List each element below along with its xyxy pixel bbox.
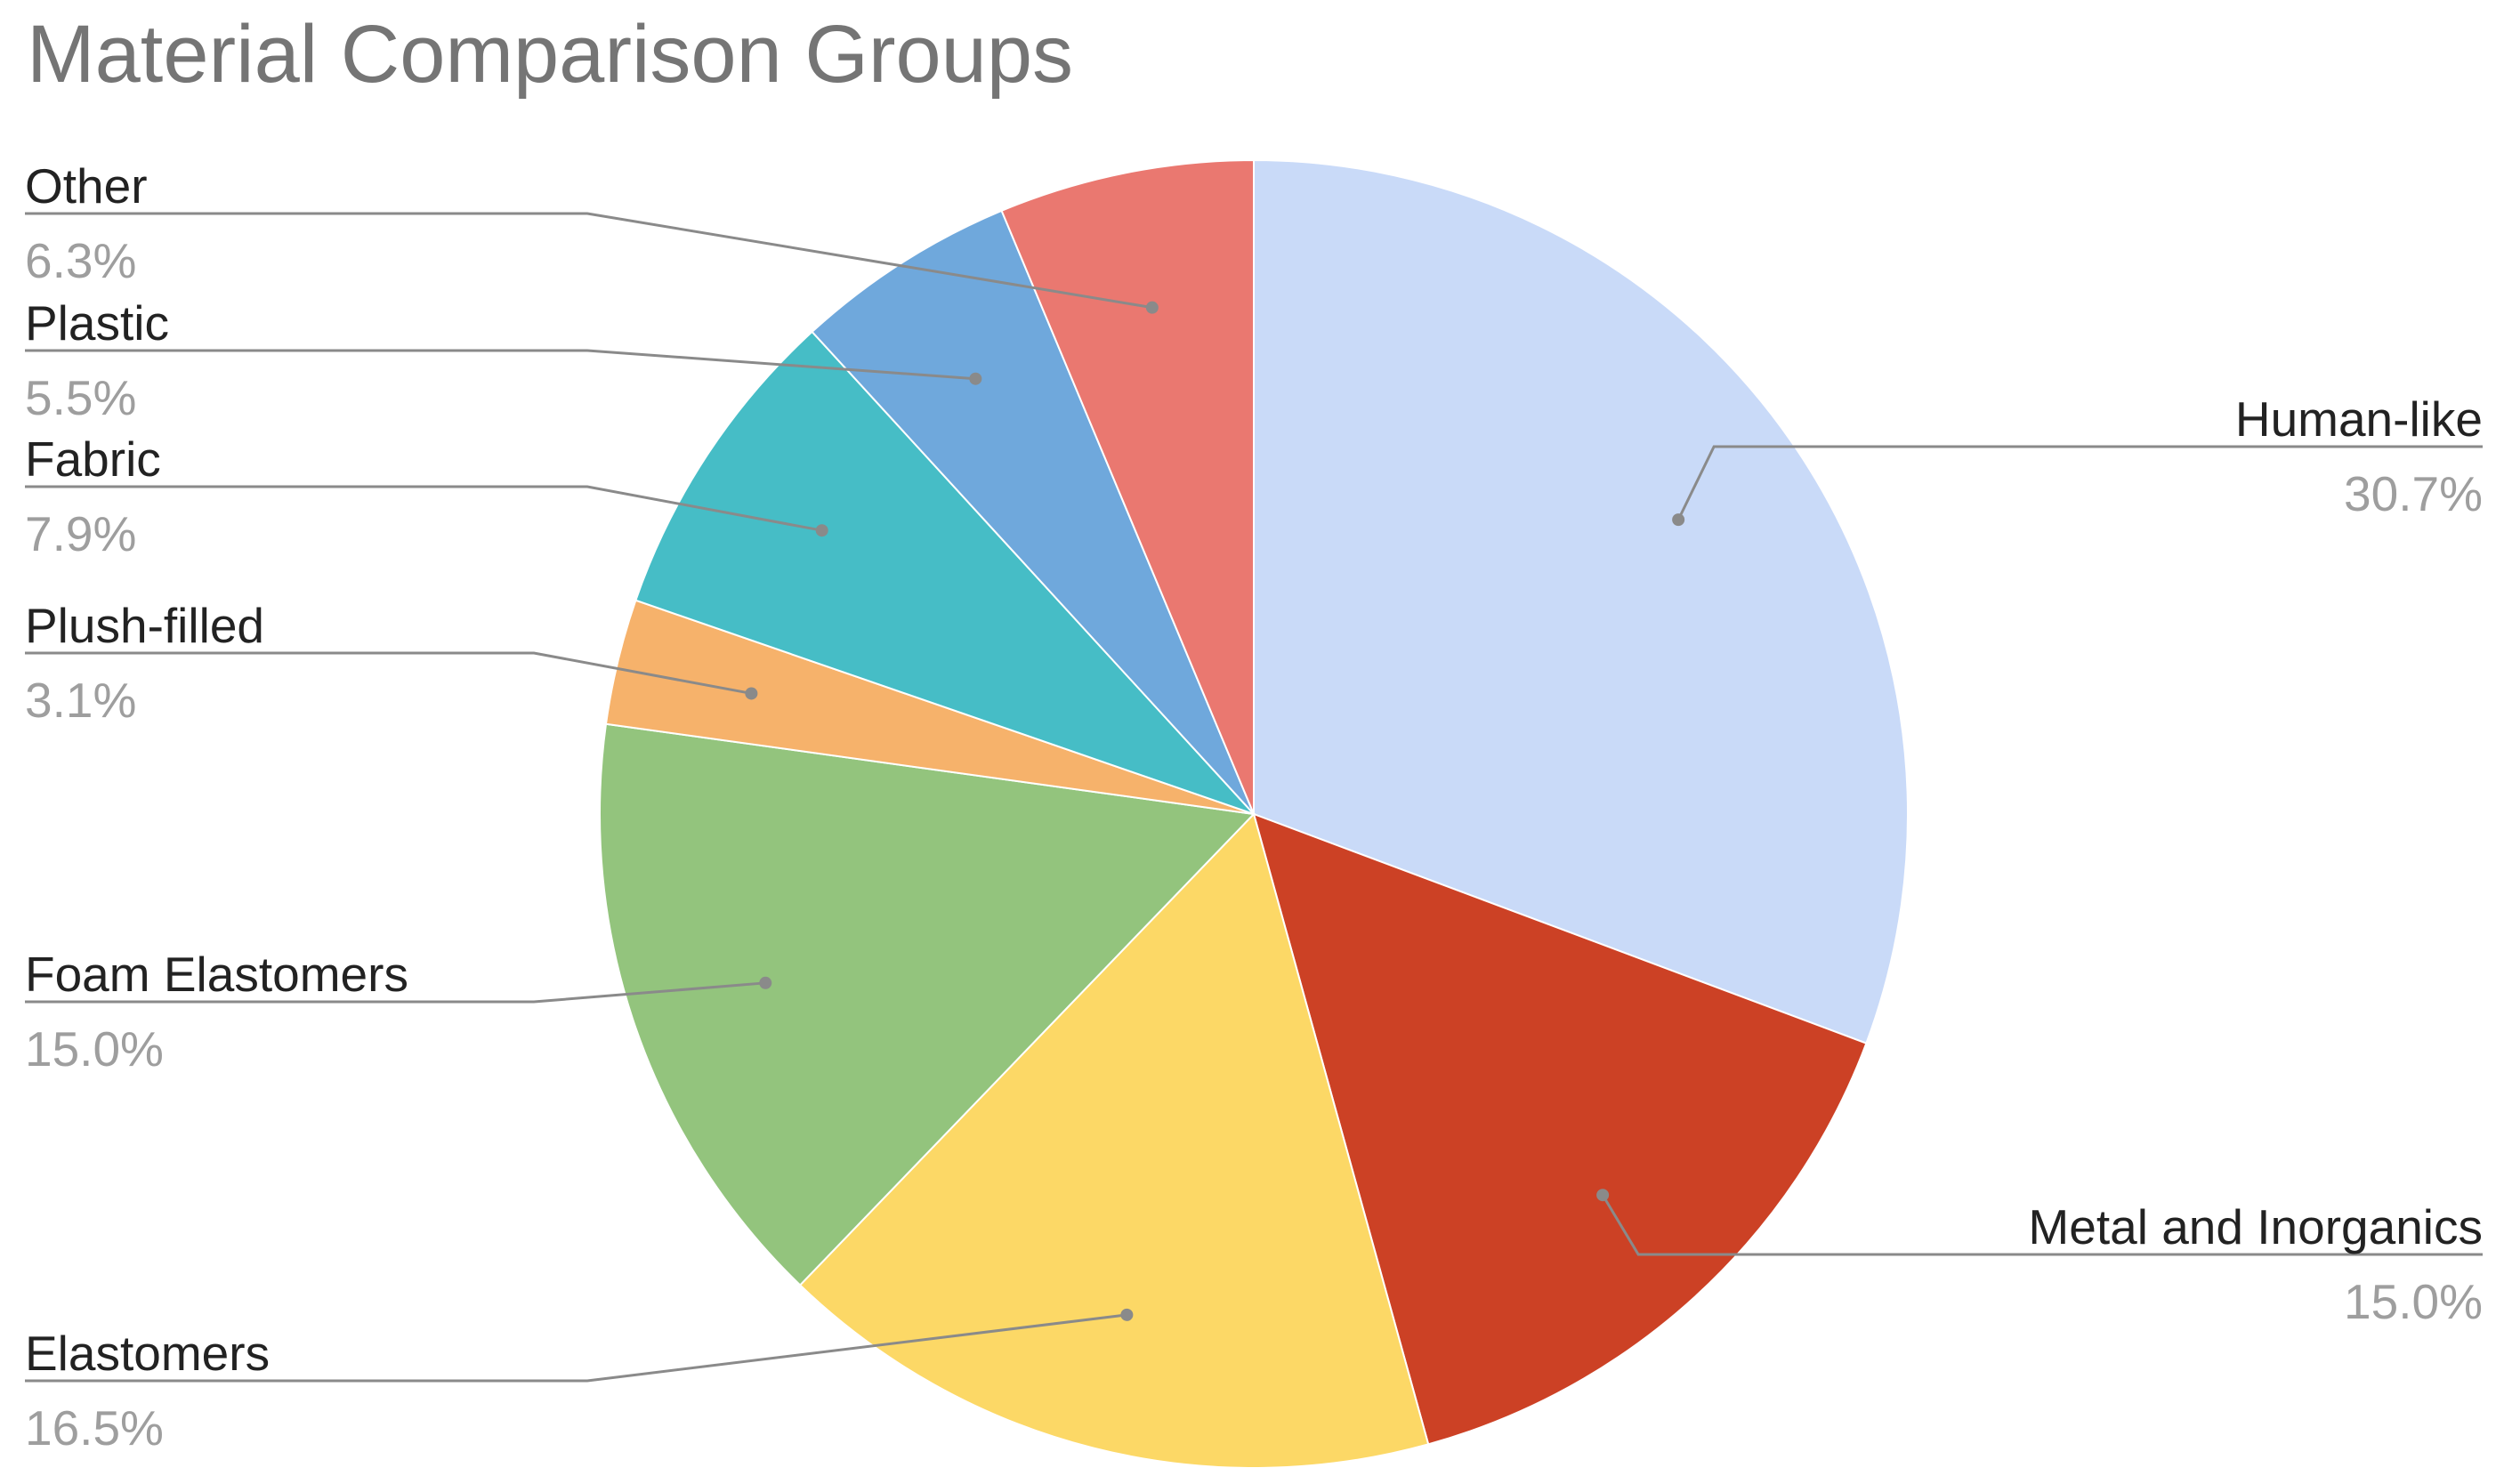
- leader-line-plush-filled: [25, 651, 752, 695]
- pie-slice-elastomers: [798, 812, 1430, 1469]
- leader-lines: [25, 212, 2483, 1383]
- slice-label-human-like: Human-like: [2235, 391, 2483, 447]
- leader-line-other: [25, 212, 1153, 310]
- leader-line-elastomers: [25, 1313, 1127, 1383]
- slice-label-fabric: Fabric: [25, 431, 161, 487]
- slice-percent-metal-and-inorganics: 15.0%: [2344, 1274, 2483, 1329]
- leader-dot-foam-elastomers: [759, 976, 772, 989]
- slice-percent-plastic: 5.5%: [25, 370, 136, 425]
- pie-slice-fabric: [634, 330, 1255, 815]
- slice-percent-fabric: 7.9%: [25, 506, 136, 561]
- leader-line-foam-elastomers: [25, 981, 766, 1004]
- leader-line-fabric: [25, 485, 822, 532]
- slice-label-metal-and-inorganics: Metal and Inorganics: [2028, 1199, 2483, 1254]
- chart-title: Material Comparison Groups: [27, 9, 1073, 100]
- slice-percent-foam-elastomers: 15.0%: [25, 1021, 164, 1077]
- slice-label-other: Other: [25, 158, 148, 214]
- slice-label-plastic: Plastic: [25, 295, 169, 351]
- slice-labels: Human-like 30.7% Metal and Inorganics 15.0%…: [25, 158, 2483, 1456]
- slice-label-elastomers: Elastomers: [25, 1326, 270, 1381]
- leader-dot-other: [1145, 301, 1159, 314]
- pie-slice-other: [1000, 158, 1255, 815]
- slice-label-foam-elastomers: Foam Elastomers: [25, 947, 408, 1002]
- leader-line-human-like: [1676, 445, 2483, 520]
- pie-slices: [599, 158, 1909, 1469]
- pie-slice-human-like: [1253, 158, 1909, 1044]
- leader-dot-plastic: [969, 372, 982, 385]
- leader-dot-plush-filled: [745, 687, 758, 700]
- leader-line-metal-and-inorganics: [1601, 1194, 2483, 1256]
- pie-slice-plastic: [811, 209, 1255, 815]
- leader-dot-human-like: [1672, 513, 1685, 527]
- pie-slice-foam-elastomers: [599, 722, 1256, 1286]
- leader-dot-fabric: [815, 524, 828, 537]
- leader-line-plastic: [25, 349, 976, 381]
- slice-percent-human-like: 30.7%: [2344, 466, 2483, 521]
- pie-slice-metal-and-inorganics: [1252, 812, 1868, 1446]
- slice-label-plush-filled: Plush-filled: [25, 598, 264, 653]
- leader-dot-metal-and-inorganics: [1596, 1189, 1610, 1202]
- slice-percent-elastomers: 16.5%: [25, 1400, 164, 1456]
- leader-dot-elastomers: [1120, 1308, 1134, 1321]
- slice-percent-other: 6.3%: [25, 233, 136, 288]
- slice-percent-plush-filled: 3.1%: [25, 673, 136, 728]
